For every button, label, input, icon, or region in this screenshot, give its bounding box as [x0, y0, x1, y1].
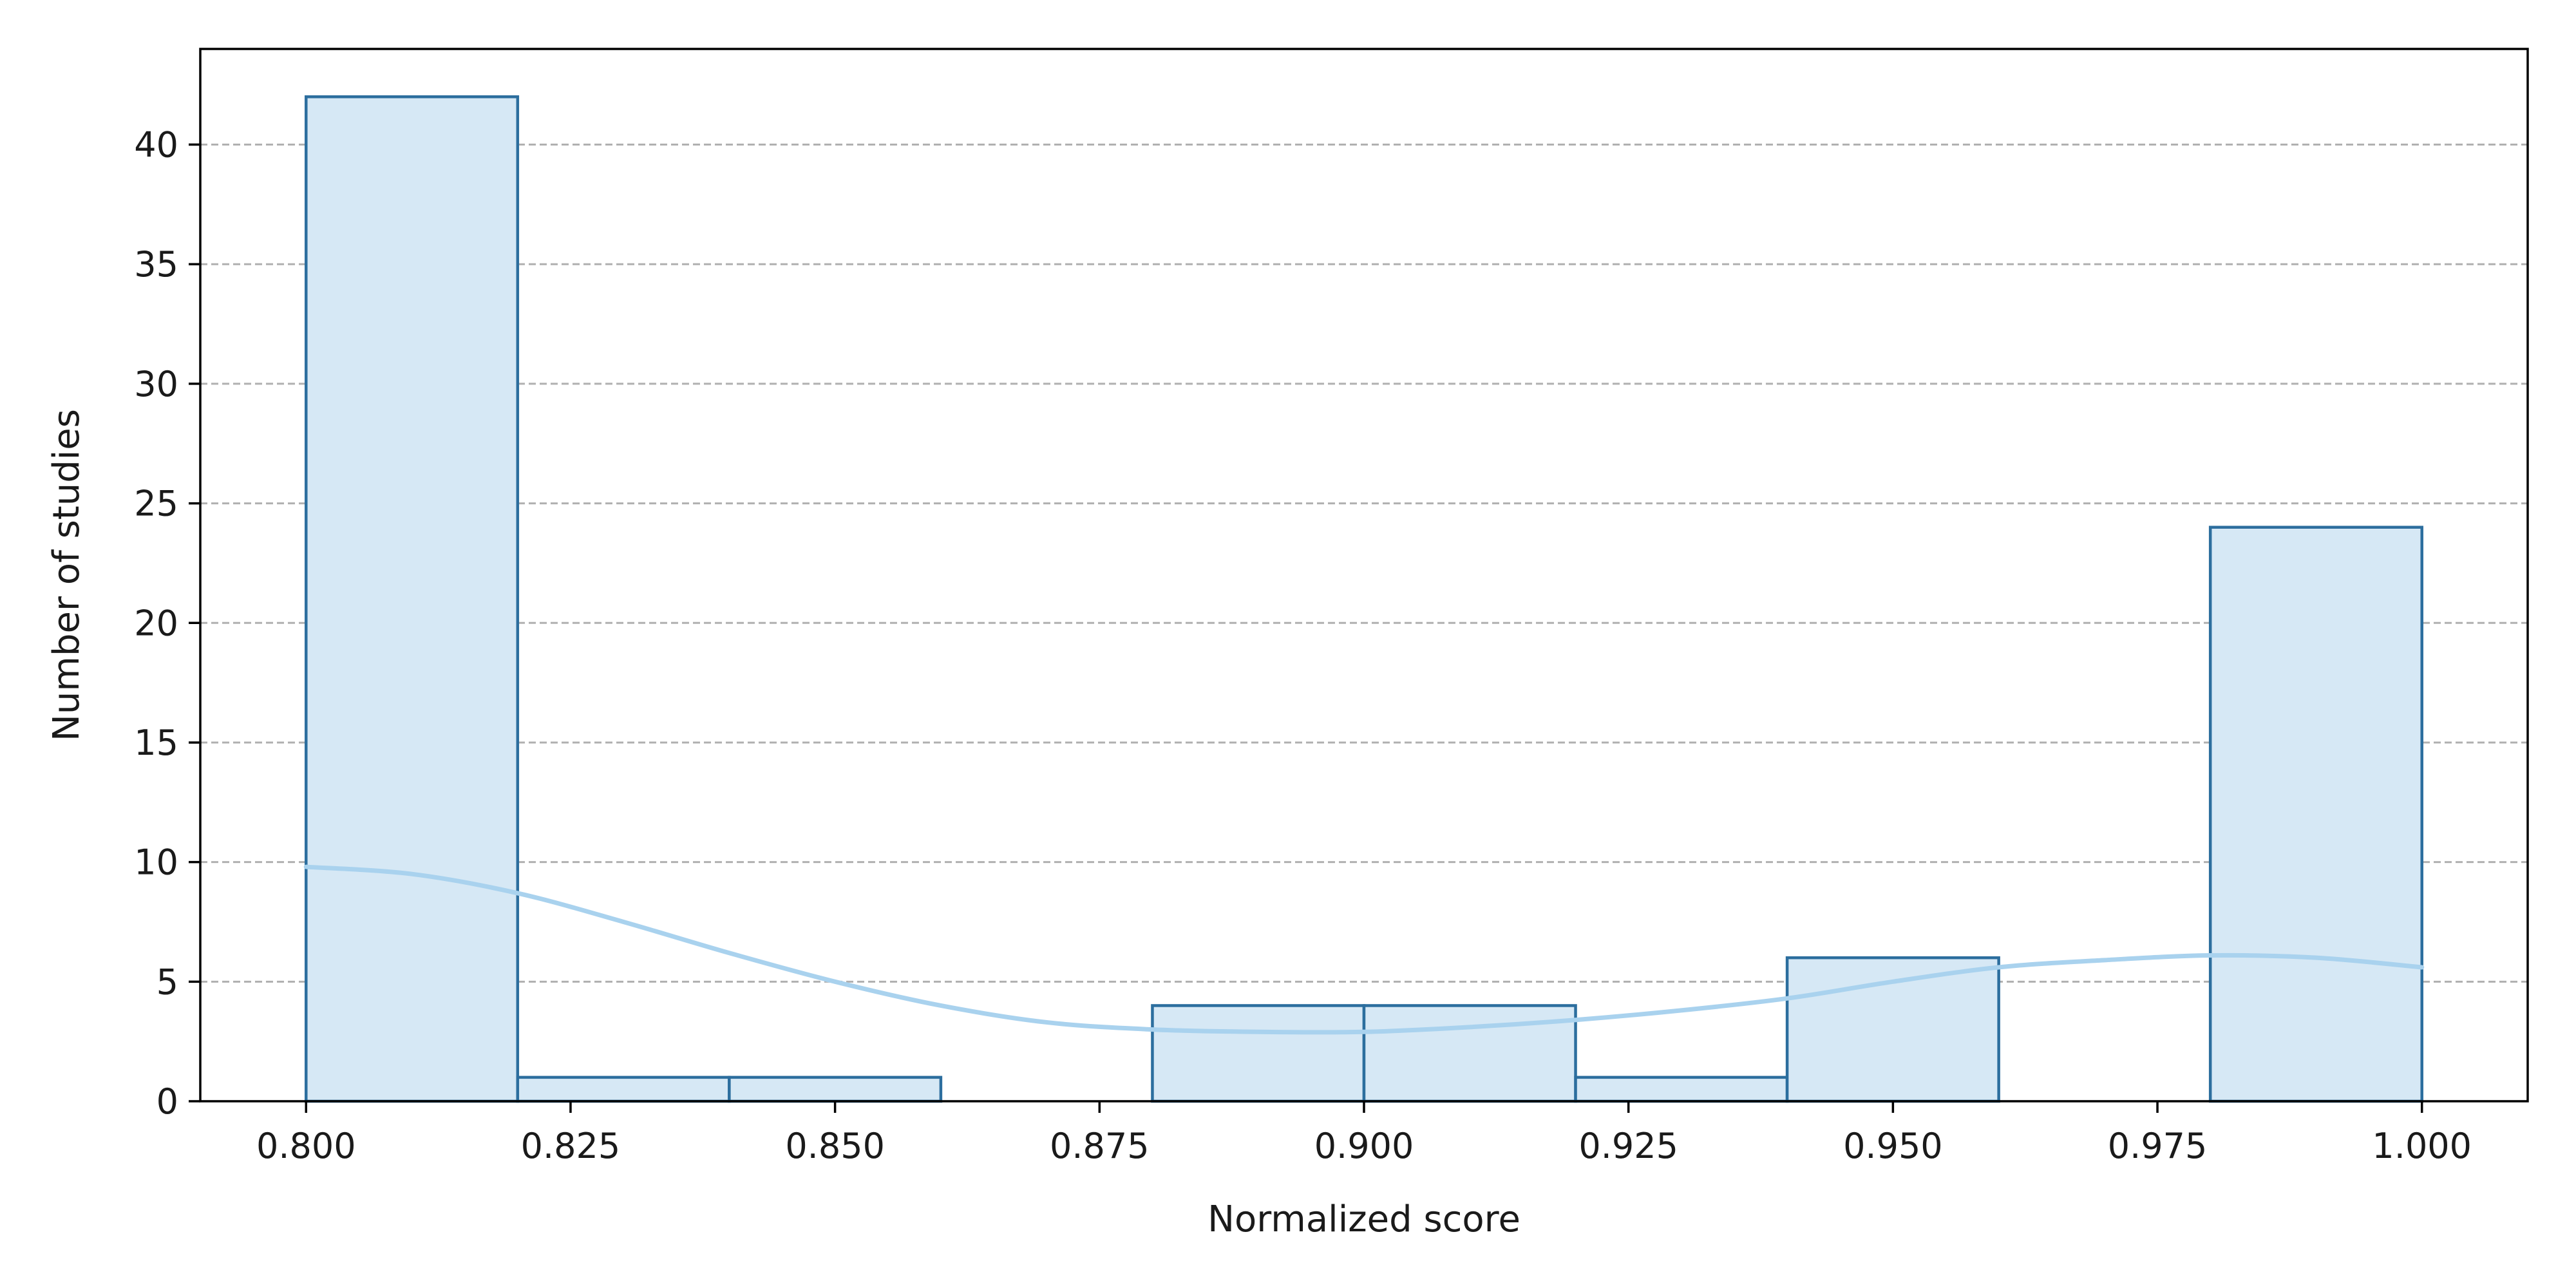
y-tick-label-1: 5	[156, 961, 178, 1002]
grid-lines	[200, 144, 2528, 983]
y-tick-label-7: 35	[134, 244, 178, 285]
x-tick-label-8: 1.000	[2372, 1126, 2472, 1166]
histogram-bar-0	[305, 95, 520, 1103]
y-axis-label: Number of studies	[46, 409, 88, 741]
x-tick-label-2: 0.850	[785, 1126, 885, 1166]
x-tick-label-5: 0.925	[1578, 1126, 1678, 1166]
y-tick-label-2: 10	[134, 842, 178, 883]
histogram-bar-2	[728, 1075, 943, 1103]
x-tick-label-4: 0.900	[1314, 1126, 1414, 1166]
y-tick-label-6: 30	[134, 364, 178, 404]
histogram-bar-4	[1151, 1004, 1366, 1103]
y-tick-label-8: 40	[134, 125, 178, 166]
histogram-bar-7	[1785, 956, 2000, 1103]
kde-curve	[303, 864, 2425, 1035]
x-tick-label-6: 0.950	[1843, 1126, 1943, 1166]
x-axis-label: Normalized score	[1208, 1198, 1520, 1240]
x-tick-label-7: 0.975	[2108, 1126, 2208, 1166]
x-tick-label-0: 0.800	[256, 1126, 356, 1166]
plot-frame	[199, 48, 2529, 1103]
histogram-bar-9	[2208, 526, 2423, 1103]
histogram-bar-5	[1362, 1004, 1577, 1103]
histogram-bar-6	[1574, 1075, 1789, 1103]
histogram-bars	[305, 95, 2423, 1103]
histogram-bar-1	[516, 1075, 731, 1103]
y-tick-label-5: 25	[134, 484, 178, 524]
y-axis-ticks: 0 5 10 15 20 25 30 35 40	[134, 125, 200, 1122]
x-tick-label-1: 0.825	[521, 1126, 621, 1166]
y-tick-label-0: 0	[156, 1081, 178, 1122]
x-tick-label-3: 0.875	[1050, 1126, 1150, 1166]
y-tick-label-4: 20	[134, 603, 178, 643]
y-tick-label-3: 15	[134, 723, 178, 763]
x-axis-ticks: 0.800 0.825 0.850 0.875 0.900 0.925 0.950 0.975…	[256, 1101, 2472, 1166]
